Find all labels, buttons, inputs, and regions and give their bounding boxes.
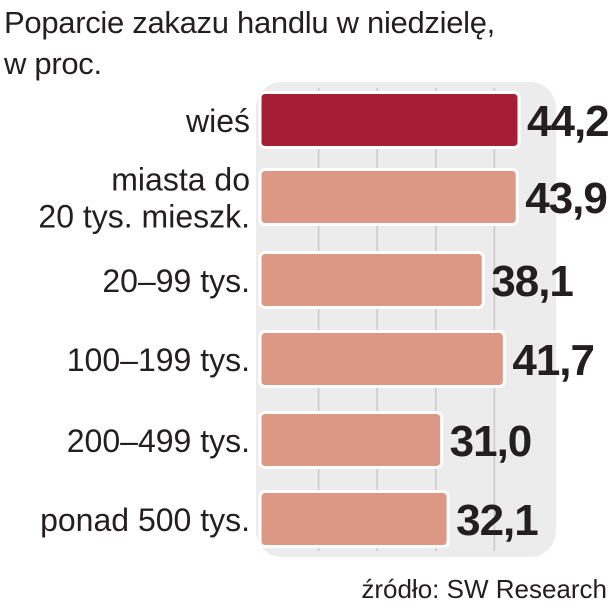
- bar: [258, 168, 519, 226]
- category-label: 20–99 tys.: [102, 263, 250, 299]
- value-label: 38,1: [491, 257, 573, 306]
- category-label: 20 tys. mieszk.: [38, 199, 250, 235]
- category-label: 200–499 tys.: [67, 423, 250, 459]
- value-label: 32,1: [456, 496, 538, 545]
- value-label: 41,7: [512, 336, 594, 385]
- chart-title: Poparcie zakazu handlu w niedzielę, w pr…: [4, 2, 609, 84]
- category-label: wieś: [185, 103, 250, 139]
- bar: [258, 330, 506, 388]
- value-label: 31,0: [450, 417, 532, 466]
- chart-title-line-1: Poparcie zakazu handlu w niedzielę,: [4, 5, 495, 40]
- category-label: miasta do: [111, 162, 250, 198]
- value-label: 44,2: [527, 97, 609, 146]
- value-label: 43,9: [525, 174, 607, 223]
- category-label: 100–199 tys.: [67, 342, 250, 378]
- source-note: źródło: SW Research: [361, 574, 607, 604]
- plot-background: [256, 82, 556, 557]
- chart-title-line-2: w proc.: [4, 46, 102, 81]
- category-label: ponad 500 tys.: [40, 502, 250, 538]
- bar: [258, 411, 444, 469]
- bar: [258, 91, 521, 149]
- bar: [258, 251, 485, 309]
- bar: [258, 490, 450, 548]
